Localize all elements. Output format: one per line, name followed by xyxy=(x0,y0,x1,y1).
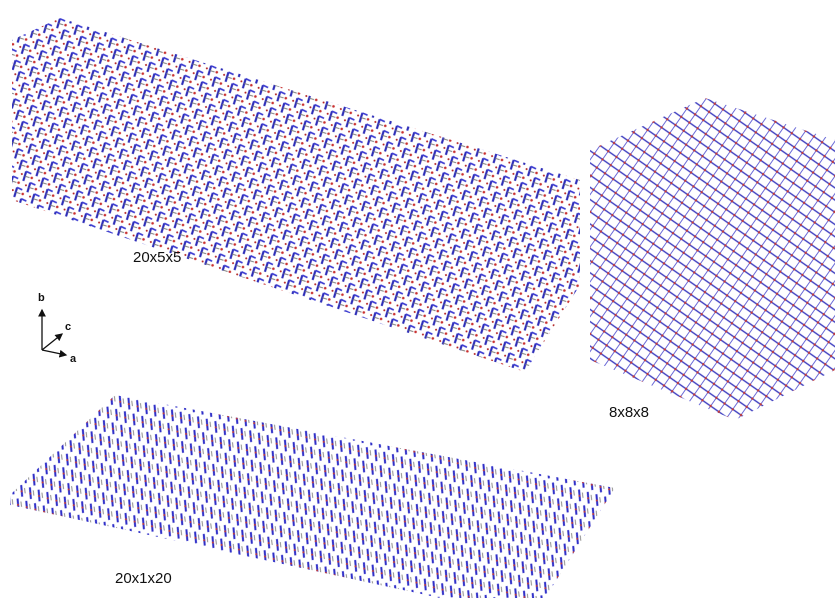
figure: 20x5x5 8x8x8 20x1x20 b c a xyxy=(0,0,835,600)
panel-label: 20x1x20 xyxy=(115,570,172,587)
axis-triad: b c a xyxy=(38,292,77,365)
axis-arrow xyxy=(42,350,66,355)
crystal-block-8x8x8 xyxy=(590,98,835,420)
crystal-block-20x5x5 xyxy=(12,18,580,372)
axis-label: b xyxy=(38,292,45,304)
page: 20x5x5 8x8x8 20x1x20 b c a (() => { cons… xyxy=(0,0,835,600)
crystal-block-20x1x20 xyxy=(10,395,615,598)
panel-label: 8x8x8 xyxy=(609,404,649,421)
axis-label: a xyxy=(70,353,77,365)
axis-arrow xyxy=(42,334,62,350)
panel-label: 20x5x5 xyxy=(133,249,181,266)
axis-label: c xyxy=(65,321,71,333)
